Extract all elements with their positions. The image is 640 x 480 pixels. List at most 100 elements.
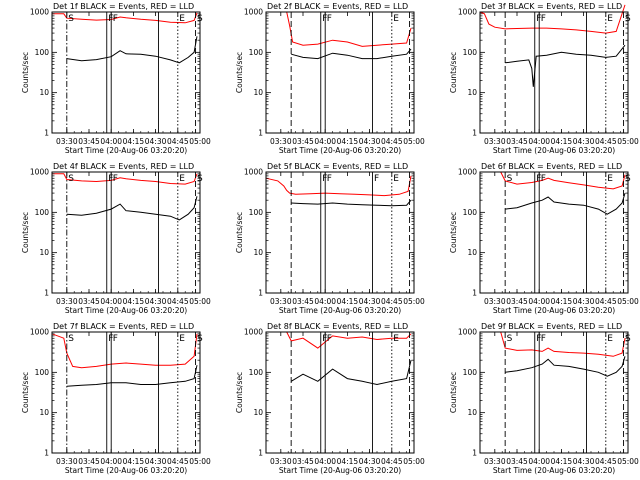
series-line-lld: [52, 173, 198, 185]
panel-det-9: Det 9f BLACK = Events, RED = LLDSFFES110…: [449, 322, 639, 475]
series-line-events: [290, 360, 412, 386]
x-tick-label: 04:30: [145, 457, 167, 466]
y-axis-label: Counts/sec: [235, 372, 244, 413]
panel-det-4: Det 4f BLACK = Events, RED = LLDSFFES110…: [21, 162, 211, 315]
x-tick-label: 04:15: [551, 137, 573, 146]
x-tick-label: 04:00: [314, 137, 336, 146]
y-tick-label: 1: [472, 289, 477, 298]
x-tick-label: 04:45: [381, 137, 403, 146]
panel-det-5: Det 5f BLACK = Events, RED = LLDFFFE1101…: [235, 162, 425, 315]
x-tick-label: 04:30: [573, 137, 595, 146]
y-tick-label: 1000: [458, 8, 477, 17]
y-tick-label: 10: [467, 408, 477, 417]
marker-label: F: [541, 334, 546, 344]
marker-label: F: [113, 334, 118, 344]
panel-det-7: Det 7f BLACK = Events, RED = LLDSFFES110…: [21, 322, 211, 475]
x-tick-label: 05:00: [617, 137, 639, 146]
x-tick-label: 04:30: [359, 457, 381, 466]
y-tick-label: 1: [44, 129, 49, 138]
x-tick-label: 04:45: [167, 137, 189, 146]
panel-det-1: Det 1f BLACK = Events, RED = LLDSFFES110…: [21, 2, 211, 155]
x-axis-label: Start Time (20-Aug-06 03:20:20): [279, 146, 401, 155]
y-tick-label: 10: [467, 248, 477, 257]
series-line-lld: [51, 333, 198, 369]
panel-title: Det 4f BLACK = Events, RED = LLD: [53, 162, 194, 171]
y-tick-label: 10: [467, 88, 477, 97]
x-tick-label: 04:00: [528, 137, 550, 146]
y-tick-label: 1: [44, 449, 49, 458]
y-tick-label: 100: [249, 48, 264, 57]
marker-label: S: [68, 14, 74, 24]
y-axis-label: Counts/sec: [235, 52, 244, 93]
y-tick-label: 10: [253, 88, 263, 97]
series-line-events: [505, 356, 626, 377]
y-tick-label: 100: [463, 368, 478, 377]
x-tick-label: 03:30: [484, 137, 506, 146]
y-tick-label: 1: [472, 129, 477, 138]
panel-det-3: Det 3f BLACK = Events, RED = LLDFFES1101…: [449, 2, 639, 155]
y-axis-label: Counts/sec: [449, 52, 458, 93]
y-tick-label: 1000: [244, 328, 263, 337]
x-tick-label: 05:00: [403, 457, 425, 466]
x-tick-label: 04:15: [123, 137, 145, 146]
x-tick-label: 04:00: [100, 297, 122, 306]
x-tick-label: 04:30: [573, 297, 595, 306]
x-tick-label: 05:00: [403, 297, 425, 306]
x-tick-label: 03:30: [484, 457, 506, 466]
y-tick-label: 100: [35, 48, 50, 57]
marker-label: S: [507, 174, 513, 184]
x-tick-label: 04:30: [573, 457, 595, 466]
x-tick-label: 05:00: [189, 457, 211, 466]
x-tick-label: 04:00: [314, 297, 336, 306]
x-tick-label: 04:45: [595, 457, 617, 466]
x-tick-label: 05:00: [617, 457, 639, 466]
series-line-lld: [286, 11, 412, 47]
y-tick-label: 100: [35, 368, 50, 377]
y-tick-label: 1: [258, 129, 263, 138]
x-tick-label: 04:45: [595, 297, 617, 306]
x-tick-label: 04:15: [123, 297, 145, 306]
y-axis-label: Counts/sec: [21, 52, 30, 93]
x-tick-label: 03:45: [292, 297, 314, 306]
x-tick-label: 04:15: [337, 297, 359, 306]
panel-title: Det 7f BLACK = Events, RED = LLD: [53, 322, 194, 331]
y-axis-label: Counts/sec: [449, 212, 458, 253]
panel-det-8: Det 8f BLACK = Events, RED = LLDFFE11010…: [235, 322, 425, 475]
panel-title: Det 5f BLACK = Events, RED = LLD: [267, 162, 408, 171]
marker-label: F: [113, 174, 118, 184]
marker-label: E: [393, 334, 399, 344]
x-tick-label: 04:30: [145, 137, 167, 146]
x-axis-label: Start Time (20-Aug-06 03:20:20): [279, 306, 401, 315]
y-tick-label: 100: [249, 368, 264, 377]
marker-label: F: [541, 174, 546, 184]
y-tick-label: 1: [44, 289, 49, 298]
x-tick-label: 04:15: [337, 457, 359, 466]
series-line-lld: [52, 12, 198, 24]
series-line-events: [505, 44, 626, 87]
x-tick-label: 03:30: [270, 457, 292, 466]
y-axis-label: Counts/sec: [235, 212, 244, 253]
x-tick-label: 03:45: [506, 457, 528, 466]
panel-title: Det 8f BLACK = Events, RED = LLD: [267, 322, 408, 331]
x-tick-label: 03:45: [78, 297, 100, 306]
marker-label: E: [179, 14, 185, 24]
marker-label: F: [113, 14, 118, 24]
y-axis-label: Counts/sec: [21, 212, 30, 253]
panel-title: Det 1f BLACK = Events, RED = LLD: [53, 2, 194, 11]
y-tick-label: 100: [463, 208, 478, 217]
x-tick-label: 03:45: [78, 457, 100, 466]
marker-label: E: [393, 174, 399, 184]
x-tick-label: 05:00: [189, 297, 211, 306]
y-tick-label: 10: [39, 88, 49, 97]
y-tick-label: 1000: [458, 328, 477, 337]
x-tick-label: 04:00: [528, 297, 550, 306]
series-line-events: [66, 36, 198, 64]
x-tick-label: 03:30: [56, 297, 78, 306]
x-tick-label: 04:30: [359, 297, 381, 306]
y-tick-label: 100: [463, 48, 478, 57]
x-tick-label: 03:45: [506, 297, 528, 306]
marker-label: S: [507, 334, 513, 344]
x-tick-label: 04:30: [359, 137, 381, 146]
x-tick-label: 04:30: [145, 297, 167, 306]
marker-label: F: [327, 14, 332, 24]
